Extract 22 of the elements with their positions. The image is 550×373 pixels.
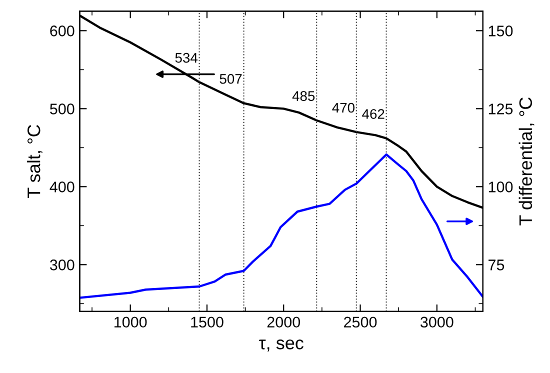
x-tick-label: 2500 bbox=[344, 316, 377, 328]
annotation: 485 bbox=[292, 91, 315, 101]
y-tick-label: 400 bbox=[50, 182, 74, 192]
annotation: 462 bbox=[362, 109, 384, 119]
y-tick-label: 600 bbox=[50, 26, 74, 36]
annotation: 470 bbox=[332, 102, 355, 113]
x-tick-label: 2000 bbox=[267, 316, 300, 328]
x-tick-label: 3000 bbox=[420, 316, 454, 328]
y-tick-label: 300 bbox=[50, 260, 74, 270]
y2-tick-label: 125 bbox=[488, 104, 513, 114]
x-tick-label: 1000 bbox=[114, 316, 147, 328]
y2-tick-label: 100 bbox=[488, 182, 513, 192]
line-series bbox=[80, 153, 483, 299]
y-axis-title: T salt, °C bbox=[27, 124, 42, 198]
x-tick-label: 1500 bbox=[191, 316, 224, 328]
y2-axis-title: T differential, °C bbox=[518, 98, 534, 226]
y-tick-label: 500 bbox=[50, 104, 74, 114]
y2-tick-label: 150 bbox=[488, 26, 513, 36]
annotation: 534 bbox=[175, 52, 198, 63]
x-axis-title: τ, sec bbox=[258, 339, 304, 352]
annotation: 507 bbox=[220, 74, 242, 84]
y2-tick-label: 75 bbox=[488, 260, 504, 270]
